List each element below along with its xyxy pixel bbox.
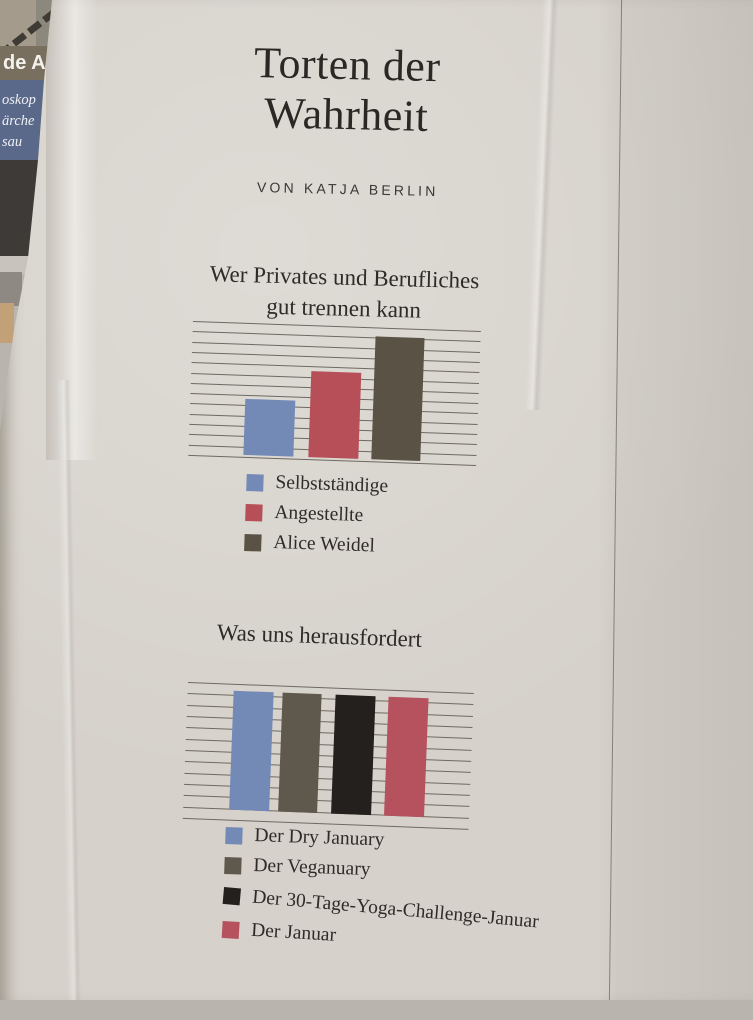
chart2-legend: Der Dry January Der Veganuary Der 30-Tage-… [221,820,543,955]
legend-swatch [246,473,264,492]
chart1-title: Wer Privates und Berufliches gut trennen… [209,261,480,323]
bar-der-30-tage-yoga-challenge-januar [330,694,376,816]
paper-crease [524,0,560,411]
legend-swatch [221,920,240,939]
scrap-blue-line: sau [2,134,23,150]
bar-der-veganuary [278,692,323,814]
bar-angestellte [307,371,361,459]
bar-selbstständige [243,398,296,457]
chart2-title: Was uns herausfordert [216,619,423,652]
gridline [186,715,473,728]
legend-item: Alice Weidel [244,527,387,562]
paper-edge-highlight [46,0,98,460]
gridline [185,738,472,751]
scrap-blue-line: ärche [2,113,35,129]
gridline [187,704,473,717]
bar-der-januar [383,696,429,818]
scrap-blue-line: oskop [2,92,36,108]
scrap-tan-strip [0,303,14,343]
column-rule [608,0,623,1000]
legend-item: Angestellte [245,497,388,532]
gridline [183,806,470,819]
legend-swatch [245,503,263,522]
legend-label: Selbstständige [275,472,389,497]
bar-chart-2 [182,682,474,830]
gridline [184,761,471,774]
scrap-gray-strip [0,272,22,306]
legend-swatch [244,533,262,552]
legend-swatch [225,826,243,845]
bar-chart-1 [188,321,481,466]
gridline [184,783,470,796]
bar-der-dry-january [229,690,274,812]
gridline [183,795,470,808]
legend-item: Selbstständige [246,467,389,502]
legend-label: Der Dry January [254,825,385,851]
legend-label: Der Veganuary [253,854,371,881]
byline: VON KATJA BERLIN [256,179,439,200]
page-title: Torten der Wahrheit [166,36,528,144]
gridline [184,772,471,785]
gridline [191,351,480,363]
chart1-legend: Selbstständige Angestellte Alice Weidel [244,467,389,562]
legend-label: Der Januar [250,919,337,946]
paper-crease [56,379,82,1000]
page-title-line2: Wahrheit [263,88,429,141]
gridline [186,727,473,740]
page-title-line1: Torten der [253,37,442,92]
legend-swatch [224,856,242,875]
gridline [192,331,481,343]
gridline [192,341,481,353]
gridline [187,693,474,706]
gridline [187,682,474,694]
scrap-light-strip [0,256,34,274]
bar-alice-weidel [370,335,425,461]
gridline [185,749,472,762]
legend-label: Angestellte [274,501,364,527]
legend-swatch [222,886,242,905]
legend-label: Alice Weidel [273,531,376,557]
